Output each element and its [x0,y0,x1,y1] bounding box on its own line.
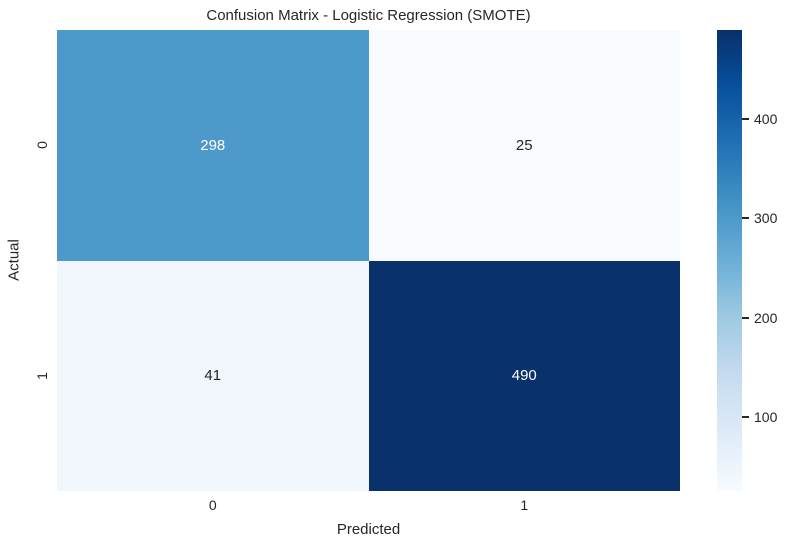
colorbar-tick-label-100: 100 [754,408,778,425]
cell-value: 25 [515,136,533,154]
heatmap-cell-r1c1: 490 [368,260,680,491]
y-tick-label-0: 0 [34,141,50,150]
colorbar-tickmark-200 [742,316,749,319]
cell-value: 490 [511,367,537,385]
x-tick-label-1: 1 [520,497,529,513]
colorbar-tickmark-100 [742,415,749,418]
colorbar-tick-label-200: 200 [754,309,778,326]
colorbar-tickmark-300 [742,217,749,220]
y-axis-label: Actual [5,239,23,281]
heatmap-grid: 298 25 41 490 [57,30,680,491]
cell-value: 298 [200,136,226,154]
x-tick-label-0: 0 [208,497,217,513]
x-axis-label: Predicted [336,521,401,538]
heatmap-cell-r1c0: 41 [57,260,369,491]
colorbar-gradient [717,30,742,491]
colorbar: 100 200 300 400 [717,30,788,491]
y-tick-label-1: 1 [34,371,50,380]
heatmap-cell-r0c1: 25 [368,30,680,261]
colorbar-tickmark-400 [742,118,749,121]
heatmap-cell-r0c0: 298 [57,30,369,261]
colorbar-tick-label-300: 300 [754,210,778,227]
cell-value: 41 [204,367,222,385]
chart-title: Confusion Matrix - Logistic Regression (… [206,7,531,24]
colorbar-tick-label-400: 400 [754,111,778,128]
